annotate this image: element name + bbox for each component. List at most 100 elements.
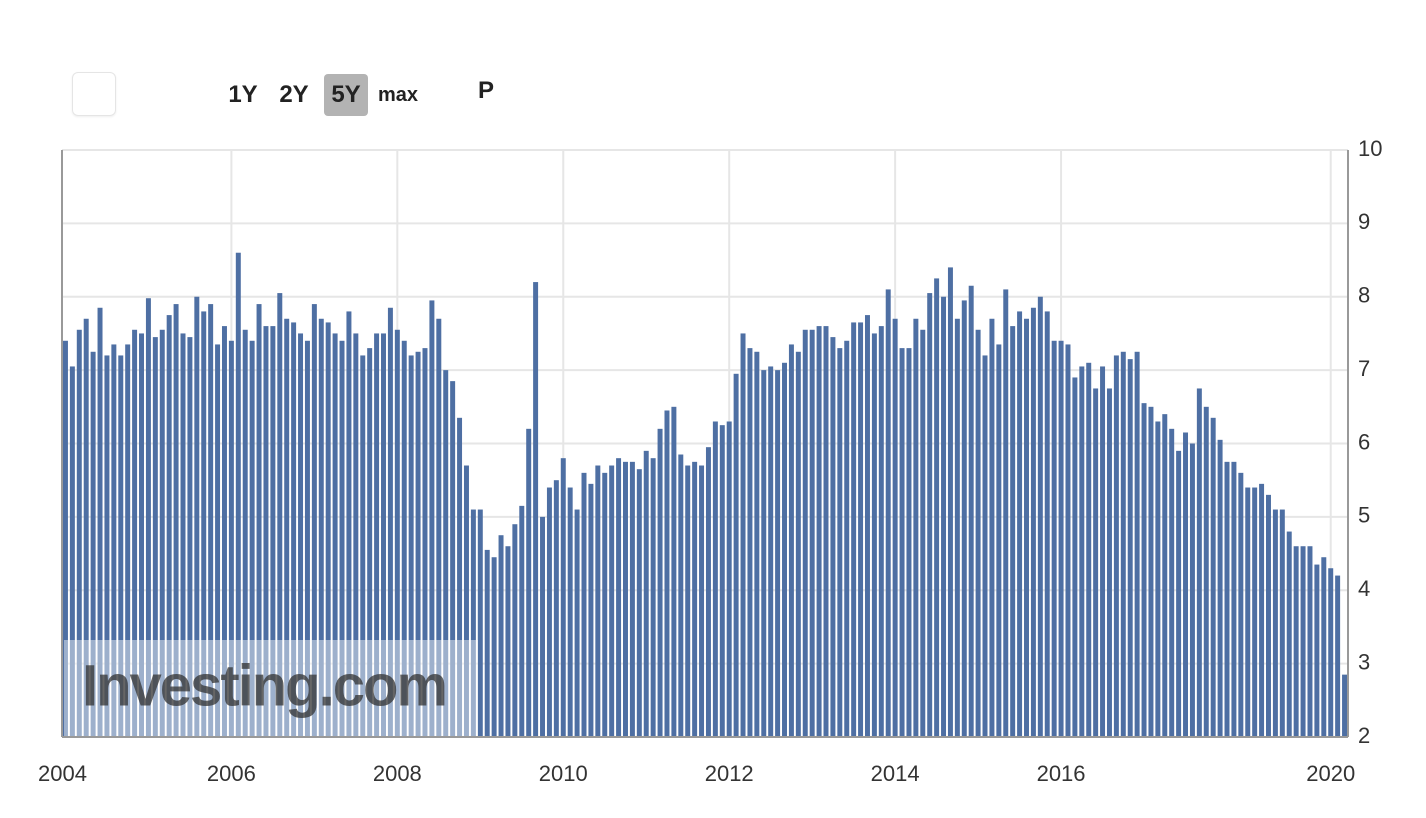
bar — [62, 340, 68, 737]
bar — [947, 267, 953, 737]
bar — [540, 516, 546, 737]
chart-type-box[interactable] — [72, 72, 116, 116]
bar — [650, 458, 656, 737]
bar — [1259, 483, 1265, 737]
bar — [1252, 487, 1258, 737]
bar — [858, 322, 864, 737]
x-tick-label: 2004 — [38, 761, 87, 786]
bar — [871, 333, 877, 737]
bar — [1210, 417, 1216, 737]
bar — [1321, 557, 1327, 737]
bar — [284, 318, 290, 737]
bar — [643, 450, 649, 737]
bar — [1224, 461, 1230, 737]
bar — [443, 370, 449, 737]
bar — [221, 326, 227, 737]
range-button[interactable]: max — [377, 84, 419, 106]
y-tick-label: 6 — [1358, 429, 1370, 454]
bar — [851, 322, 857, 737]
bar — [533, 282, 539, 737]
bar — [830, 337, 836, 737]
bar — [864, 315, 870, 737]
bar — [381, 333, 386, 737]
bar — [512, 524, 518, 737]
bar — [712, 421, 718, 737]
bar — [747, 348, 753, 737]
bar — [1196, 388, 1202, 737]
bar — [201, 311, 207, 737]
bar — [1024, 318, 1029, 737]
y-tick-label: 5 — [1358, 503, 1370, 528]
bar — [242, 329, 248, 737]
bar — [332, 333, 338, 737]
bar — [298, 333, 304, 737]
bar — [961, 300, 967, 737]
bar — [788, 344, 794, 737]
bar — [906, 348, 912, 737]
bar — [450, 381, 456, 737]
bar — [235, 252, 241, 737]
bar — [657, 428, 663, 737]
y-tick-label: 9 — [1358, 209, 1370, 234]
bar — [387, 307, 393, 737]
bar — [878, 326, 884, 737]
bar — [609, 465, 615, 737]
bar — [208, 304, 214, 737]
bar — [1148, 406, 1154, 737]
bar — [1079, 366, 1085, 737]
bar — [982, 355, 988, 737]
bar — [277, 293, 283, 737]
y-tick-label: 4 — [1358, 576, 1370, 601]
bar — [560, 458, 566, 737]
bar — [526, 428, 532, 737]
bar — [291, 322, 297, 737]
bar — [574, 509, 580, 737]
bar — [761, 370, 767, 737]
bar — [374, 333, 380, 737]
bar — [1051, 340, 1057, 737]
bar — [228, 340, 234, 737]
bar — [546, 487, 552, 737]
x-tick-label: 2008 — [373, 761, 422, 786]
bar — [1086, 362, 1092, 737]
bar — [470, 509, 476, 737]
bar — [498, 535, 504, 737]
bar — [1300, 546, 1306, 737]
bar — [892, 318, 898, 737]
extra-button[interactable]: P — [477, 77, 494, 104]
range-button[interactable]: 5Y — [324, 74, 368, 116]
range-button[interactable]: 2Y — [279, 81, 309, 108]
bar — [705, 447, 711, 737]
bar — [837, 348, 843, 737]
x-tick-label: 2010 — [539, 761, 588, 786]
bar — [1272, 509, 1278, 737]
bar — [118, 355, 124, 737]
bar — [685, 465, 691, 737]
bar — [1183, 432, 1189, 737]
bar — [166, 315, 172, 737]
bar — [484, 549, 490, 737]
bar — [1010, 326, 1016, 737]
bar — [1217, 439, 1223, 737]
bar — [1155, 421, 1161, 737]
bar — [692, 461, 698, 737]
bar — [408, 355, 414, 737]
bar — [422, 348, 428, 737]
bar — [1328, 568, 1334, 737]
bar — [885, 289, 891, 737]
bar — [519, 505, 525, 737]
bar — [1176, 450, 1182, 737]
bar — [145, 298, 151, 737]
range-button[interactable]: 1Y — [228, 81, 258, 108]
bar — [616, 458, 622, 737]
bar — [678, 454, 684, 737]
bar — [132, 329, 138, 737]
bar — [187, 337, 193, 737]
bar — [1279, 509, 1285, 737]
bar — [505, 546, 511, 737]
bar — [325, 322, 331, 737]
bar — [567, 487, 573, 737]
bar — [1003, 289, 1009, 737]
bar — [775, 370, 781, 737]
bar — [636, 469, 642, 737]
